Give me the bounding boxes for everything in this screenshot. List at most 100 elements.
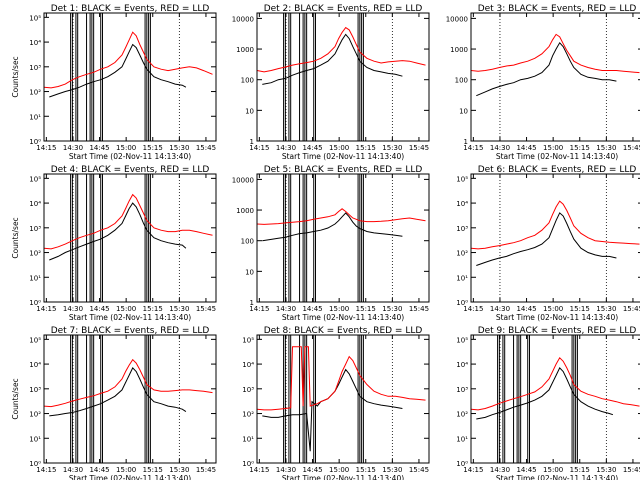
plot-area xyxy=(44,13,213,141)
lld-series-line xyxy=(44,193,213,250)
panel-title: Det 8: BLACK = Events, RED = LLD xyxy=(264,326,423,336)
x-tick-label: 15:00 xyxy=(329,305,349,313)
events-series-line xyxy=(49,367,187,417)
y-tick-label: 10⁰ xyxy=(456,299,468,307)
y-tick-label: 10⁴ xyxy=(29,39,41,47)
y-tick-label: 10³ xyxy=(456,225,468,233)
axes-frame xyxy=(470,334,640,464)
x-tick-label: 14:45 xyxy=(302,305,322,313)
axes-frame xyxy=(43,334,217,464)
x-tick-label: 14:15 xyxy=(463,466,483,474)
detector-panel-5: 14:15 14:30 14:45 15:00 15:15 15:30 15:45 1 10 10… xyxy=(232,165,430,322)
x-tick-label: 14:15 xyxy=(249,144,269,152)
lld-series-line xyxy=(257,208,426,225)
y-tick-label: 100 xyxy=(455,77,468,85)
y-tick-label: 10¹ xyxy=(456,274,468,282)
events-series-line xyxy=(262,33,403,85)
x-tick-label: 14:45 xyxy=(89,144,109,152)
x-tick-label: 14:45 xyxy=(302,144,322,152)
y-tick-label: 10² xyxy=(29,89,41,97)
x-tick-label: 15:45 xyxy=(623,305,640,313)
x-tick-label: 14:30 xyxy=(63,144,83,152)
y-tick-label: 10³ xyxy=(456,386,468,394)
events-series-line xyxy=(49,202,187,261)
y-tick-label: 10⁰ xyxy=(29,138,41,146)
y-tick-label: 10⁵ xyxy=(242,336,254,344)
detector-panel-6: 14:15 14:30 14:45 15:00 15:15 15:30 15:45 10⁰ 10… xyxy=(456,165,640,322)
y-tick-label: 1 xyxy=(250,299,254,307)
y-axis-label: Counts/sec xyxy=(11,378,20,419)
x-tick-label: 14:30 xyxy=(276,144,296,152)
x-tick-label: 15:45 xyxy=(409,466,429,474)
x-tick-label: 14:30 xyxy=(490,466,510,474)
y-tick-label: 10² xyxy=(242,411,254,419)
x-tick-label: 15:30 xyxy=(596,466,616,474)
y-tick-label: 1000 xyxy=(236,46,254,54)
y-tick-label: 10¹ xyxy=(29,435,41,443)
x-tick-label: 15:15 xyxy=(570,466,590,474)
lld-series-line xyxy=(44,31,213,89)
detector-panel-8: 14:15 14:30 14:45 15:00 15:15 15:30 15:45 10⁰ 10… xyxy=(242,326,430,480)
x-axis-label: Start Time (02-Nov-11 14:13:40) xyxy=(496,474,618,480)
x-tick-label: 14:30 xyxy=(490,305,510,313)
x-tick-label: 14:30 xyxy=(276,466,296,474)
y-tick-label: 10³ xyxy=(29,386,41,394)
x-tick-label: 15:45 xyxy=(196,305,216,313)
panel-title: Det 1: BLACK = Events, RED = LLD xyxy=(51,4,210,14)
y-tick-label: 10¹ xyxy=(29,113,41,121)
y-tick-label: 10000 xyxy=(232,15,254,23)
y-tick-label: 10000 xyxy=(232,176,254,184)
x-tick-label: 14:15 xyxy=(36,144,56,152)
x-tick-label: 15:15 xyxy=(356,305,376,313)
x-tick-label: 15:15 xyxy=(356,144,376,152)
y-tick-label: 100 xyxy=(241,238,254,246)
y-tick-label: 10⁰ xyxy=(29,460,41,468)
x-tick-label: 15:00 xyxy=(543,305,563,313)
panel-title: Det 6: BLACK = Events, RED = LLD xyxy=(478,165,637,175)
axes-frame xyxy=(256,334,430,464)
plot-area xyxy=(44,174,213,302)
x-tick-label: 15:45 xyxy=(196,466,216,474)
y-tick-label: 10 xyxy=(245,107,254,115)
x-tick-label: 15:45 xyxy=(409,305,429,313)
lld-series-line xyxy=(44,358,213,408)
y-tick-label: 10³ xyxy=(29,225,41,233)
y-tick-label: 10⁵ xyxy=(29,336,41,344)
x-tick-label: 15:00 xyxy=(543,144,563,152)
y-tick-label: 1000 xyxy=(450,46,468,54)
x-tick-label: 15:30 xyxy=(382,466,402,474)
detector-panel-4: 14:15 14:30 14:45 15:00 15:15 15:30 15:45 10⁰ 10… xyxy=(11,165,217,322)
events-series-line xyxy=(476,367,614,420)
panel-title: Det 7: BLACK = Events, RED = LLD xyxy=(51,326,210,336)
panel-title: Det 9: BLACK = Events, RED = LLD xyxy=(478,326,637,336)
detector-panel-7: 14:15 14:30 14:45 15:00 15:15 15:30 15:45 10⁰ 10… xyxy=(11,326,217,480)
x-tick-label: 15:30 xyxy=(596,305,616,313)
x-tick-label: 15:15 xyxy=(143,305,163,313)
y-axis-label: Counts/sec xyxy=(11,56,20,97)
x-tick-label: 14:15 xyxy=(463,305,483,313)
x-tick-label: 14:15 xyxy=(463,144,483,152)
lld-series-line xyxy=(471,200,640,250)
axes-frame xyxy=(470,12,640,142)
x-tick-label: 15:00 xyxy=(116,466,136,474)
detector-panel-3: 14:15 14:30 14:45 15:00 15:15 15:30 15:45 1 10 10… xyxy=(446,4,640,161)
lld-series-line xyxy=(257,346,426,411)
y-tick-label: 10² xyxy=(456,250,468,258)
y-tick-label: 10⁰ xyxy=(242,460,254,468)
x-tick-label: 14:15 xyxy=(249,305,269,313)
panel-title: Det 2: BLACK = Events, RED = LLD xyxy=(264,4,423,14)
x-tick-label: 14:45 xyxy=(89,305,109,313)
x-tick-label: 14:15 xyxy=(249,466,269,474)
x-tick-label: 15:15 xyxy=(356,466,376,474)
events-series-line xyxy=(262,368,403,452)
plot-area xyxy=(471,13,640,141)
x-tick-label: 15:45 xyxy=(196,144,216,152)
y-tick-label: 100 xyxy=(241,77,254,85)
x-tick-label: 15:45 xyxy=(623,144,640,152)
x-tick-label: 15:15 xyxy=(143,466,163,474)
events-series-line xyxy=(262,212,403,242)
y-tick-label: 10⁴ xyxy=(29,361,41,369)
x-tick-label: 14:30 xyxy=(276,305,296,313)
y-tick-label: 10⁵ xyxy=(29,14,41,22)
